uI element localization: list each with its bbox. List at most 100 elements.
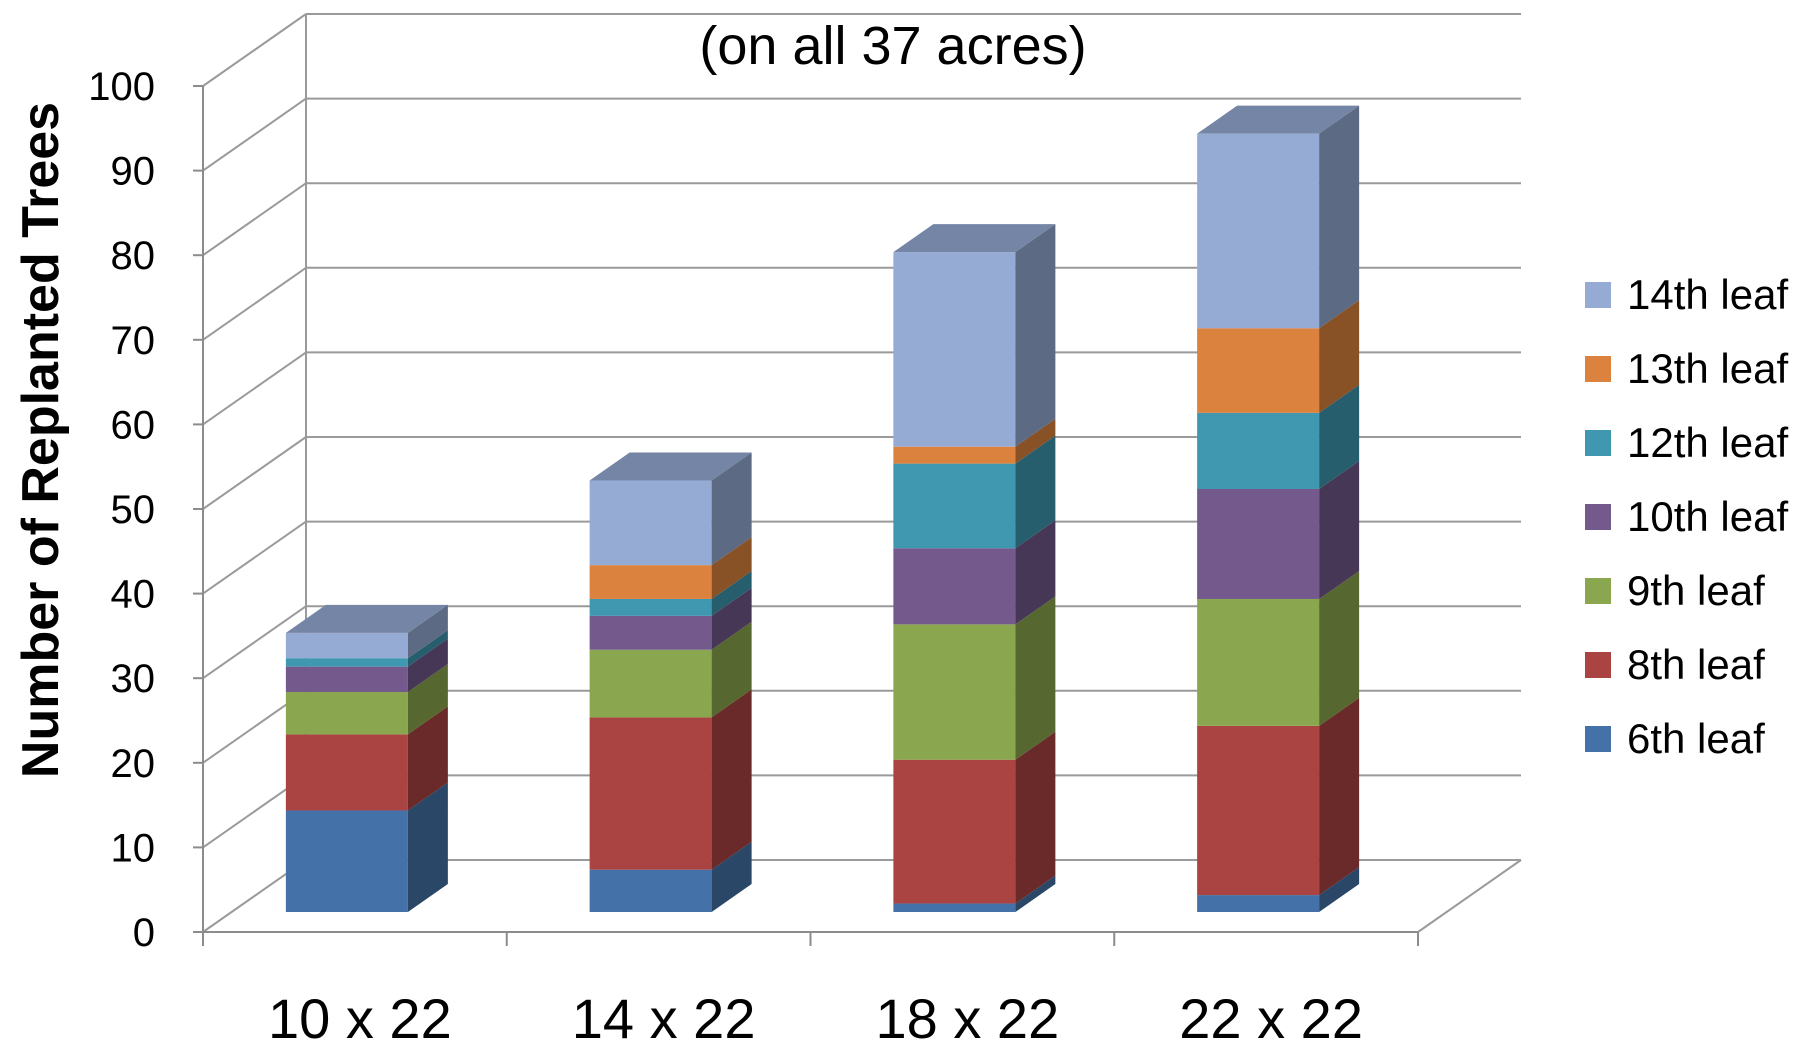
gridline-side — [202, 13, 307, 87]
bar-segment — [589, 598, 712, 616]
legend-label: 13th leaf — [1627, 345, 1788, 392]
legend-label: 8th leaf — [1627, 641, 1765, 688]
bar-segment-side — [1015, 418, 1056, 464]
y-axis-label: Number of Replanted Trees — [12, 102, 70, 778]
bar-segment-side — [1319, 105, 1360, 329]
bar-segment — [285, 666, 408, 693]
bar-segment-side — [1319, 570, 1360, 726]
gridline-side — [202, 605, 307, 680]
gridline-side — [202, 182, 307, 257]
x-tick-label: 22 x 22 — [1179, 987, 1363, 1043]
bar-top-face — [1197, 105, 1360, 134]
bar-stack — [893, 224, 1056, 912]
bar-segment — [285, 658, 408, 667]
legend-item: 8th leaf — [1585, 641, 1765, 688]
bar-segment-side — [711, 689, 752, 870]
bar-segment-side — [1319, 461, 1360, 599]
gridline-side — [202, 520, 307, 595]
bar-top-face — [893, 224, 1056, 253]
bar-segment-side — [407, 604, 448, 659]
bar-segment — [1197, 725, 1320, 896]
bar-segment — [285, 632, 408, 659]
bar-segment — [893, 903, 1016, 912]
gridline-side — [202, 351, 307, 426]
bar-segment — [893, 252, 1016, 447]
x-tick-label: 10 x 22 — [268, 987, 452, 1043]
legend-label: 12th leaf — [1627, 419, 1788, 466]
legend-swatch — [1585, 356, 1611, 382]
legend-item: 9th leaf — [1585, 567, 1765, 614]
bar-segment — [1197, 412, 1320, 489]
legend-swatch — [1585, 652, 1611, 678]
axes — [193, 85, 1419, 946]
bar-segment-side — [1015, 731, 1056, 904]
bar-segment — [285, 810, 408, 912]
bar-segment — [893, 446, 1016, 464]
gridline-side — [202, 266, 307, 341]
bar-segment — [1197, 489, 1320, 599]
y-tick-label: 0 — [133, 911, 155, 955]
bar-segment — [1197, 133, 1320, 329]
bar-segment-side — [1015, 875, 1056, 912]
legend-swatch — [1585, 726, 1611, 752]
bar-segment — [893, 624, 1016, 760]
bar-segment — [589, 717, 712, 870]
y-tick-label: 20 — [111, 742, 156, 786]
bar-segment — [285, 692, 408, 735]
bar-segment-side — [1319, 384, 1360, 489]
legend-swatch — [1585, 578, 1611, 604]
bar-segment-side — [711, 570, 752, 616]
legend-label: 6th leaf — [1627, 715, 1765, 762]
bar-top-face — [285, 604, 448, 633]
legend-swatch — [1585, 504, 1611, 530]
bar-segment — [893, 463, 1016, 549]
bar-top-face — [589, 452, 752, 481]
legend-item: 14th leaf — [1585, 271, 1788, 318]
bar-segment-side — [1319, 300, 1360, 413]
bar-segment — [1197, 328, 1320, 413]
bar-segment-side — [711, 587, 752, 650]
y-tick-label: 100 — [88, 65, 155, 109]
y-tick-label: 30 — [111, 657, 156, 701]
gridline-side — [202, 97, 307, 172]
y-tick-label: 60 — [111, 403, 156, 447]
x-tick-labels: 10 x 22 14 x 22 18 x 22 22 x 22 — [268, 987, 1363, 1043]
legend-item: 6th leaf — [1585, 715, 1765, 762]
bar-segment-side — [407, 630, 448, 667]
bar-segment-side — [1015, 224, 1056, 447]
bar-stack — [285, 604, 448, 912]
bar-segment — [893, 759, 1016, 904]
legend-swatch — [1585, 430, 1611, 456]
gridline-side — [202, 436, 307, 510]
legend-item: 12th leaf — [1585, 419, 1788, 466]
bar-segment — [589, 615, 712, 650]
bar-segment-side — [407, 706, 448, 811]
bar-segment-side — [1015, 596, 1056, 760]
x-tick-label: 14 x 22 — [572, 987, 756, 1043]
bar-segment-side — [711, 841, 752, 912]
chart-title: (on all 37 acres) — [699, 16, 1086, 76]
bar-segment-side — [1319, 867, 1360, 912]
legend-item: 13th leaf — [1585, 345, 1788, 392]
bar-segment — [1197, 895, 1320, 912]
legend-swatch — [1585, 282, 1611, 308]
y-tick-labels: 0 10 20 30 40 50 60 70 80 90 100 — [88, 65, 155, 955]
legend-label: 14th leaf — [1627, 271, 1788, 318]
legend: 14th leaf 13th leaf 12th leaf 10th leaf 9th … — [1585, 271, 1788, 762]
bar-segment-side — [407, 782, 448, 912]
bar-segment-side — [1015, 435, 1056, 549]
y-tick-label: 40 — [111, 573, 156, 617]
bar-segment-side — [711, 621, 752, 718]
bar-segment — [589, 480, 712, 566]
legend-label: 9th leaf — [1627, 567, 1765, 614]
bar-segment-side — [407, 638, 448, 693]
y-tick-label: 50 — [111, 488, 156, 532]
bar-segment-side — [407, 664, 448, 735]
bars — [285, 105, 1360, 912]
bar-segment — [285, 734, 408, 811]
bar-stack — [1197, 105, 1360, 912]
bar-segment — [589, 565, 712, 599]
x-tick-label: 18 x 22 — [876, 987, 1060, 1043]
